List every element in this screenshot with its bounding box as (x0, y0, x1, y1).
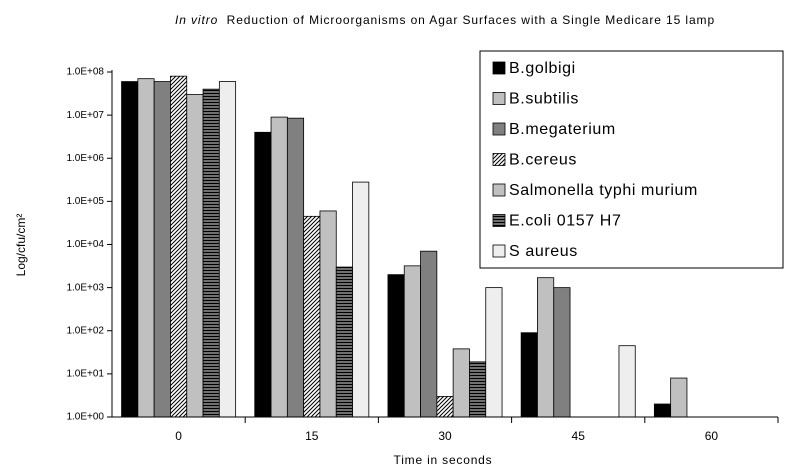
bar (553, 287, 571, 418)
title-italic: In vitro (174, 13, 219, 27)
legend-label: B.megaterium (509, 121, 616, 138)
x-tick-label: 15 (305, 429, 319, 443)
y-tick-label: 1.0E+02 (66, 325, 104, 336)
legend-label: S aureus (509, 243, 578, 260)
bar (335, 266, 353, 418)
bar (286, 117, 305, 418)
y-tick-label: 1.0E+08 (66, 67, 104, 78)
bar (170, 75, 188, 418)
y-tick-label: 1.0E+01 (66, 369, 104, 380)
bar (537, 277, 555, 418)
x-tick-label: 30 (438, 429, 452, 443)
bar (653, 403, 672, 418)
legend-label: B.golbigi (509, 60, 576, 77)
bar (186, 94, 204, 418)
legend-swatch (492, 214, 506, 227)
bar (303, 215, 321, 418)
bar (436, 396, 454, 418)
legend-label: B.cereus (509, 152, 577, 169)
legend-swatch (492, 122, 506, 136)
legend-box (479, 50, 784, 269)
legend-swatch (492, 244, 506, 258)
y-tick-label: 1.0E+07 (66, 110, 104, 121)
bar (387, 274, 405, 418)
y-tick-label: 1.0E+05 (66, 196, 104, 207)
y-tick-label: 1.0E+04 (66, 239, 104, 250)
x-tick-label: 0 (175, 429, 182, 443)
bar (202, 88, 220, 418)
x-tick-label: 45 (572, 429, 586, 443)
bar (403, 265, 421, 418)
y-tick-label: 1.0E+00 (66, 412, 104, 423)
x-axis-label: Time in seconds (394, 453, 493, 467)
bar (270, 116, 288, 418)
legend-swatch (492, 92, 506, 105)
bar (121, 81, 139, 418)
legend-swatch (492, 183, 506, 197)
bar (420, 250, 438, 418)
y-tick-label: 1.0E+06 (66, 153, 104, 164)
bar (254, 131, 272, 418)
bar (485, 287, 503, 418)
bar (352, 181, 370, 418)
bar (319, 210, 337, 418)
legend-swatch (492, 61, 506, 75)
legend-label: Salmonella typhi murium (509, 182, 698, 199)
bar (218, 81, 237, 418)
legend-label: E.coli 0157 H7 (509, 213, 621, 230)
bar (137, 78, 155, 418)
bar (469, 361, 487, 418)
chart-title: In vitro Reduction of Microorganisms on … (120, 11, 770, 29)
bar (153, 81, 171, 418)
title-text: Reduction of Microorganisms on Agar Surf… (226, 13, 716, 27)
legend-swatch (492, 153, 506, 166)
bar (670, 377, 688, 418)
legend-label: B.subtilis (509, 91, 579, 108)
y-axis-label: Log/cfu/cm² (14, 214, 28, 277)
bar (520, 332, 538, 418)
x-tick-label: 60 (705, 429, 719, 443)
bar (618, 345, 636, 418)
y-tick-label: 1.0E+03 (66, 282, 104, 293)
bar (452, 348, 470, 418)
